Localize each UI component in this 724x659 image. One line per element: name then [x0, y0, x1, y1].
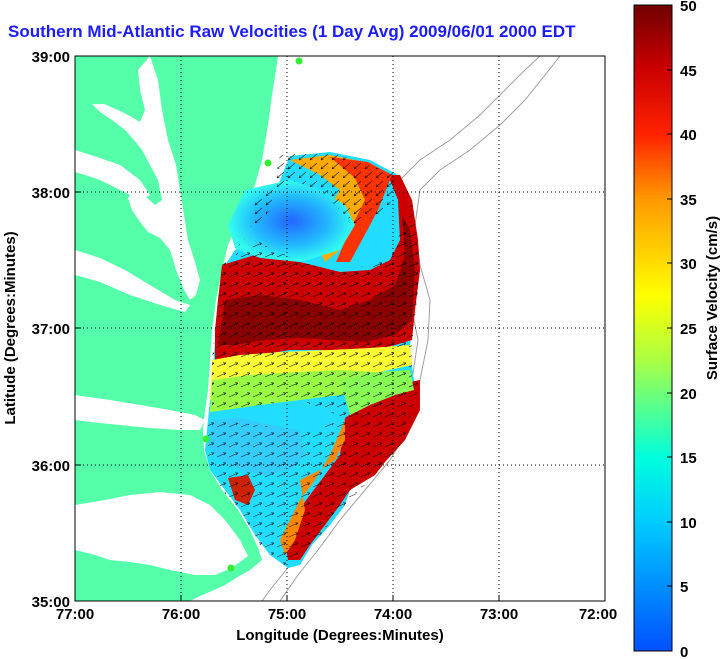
- x-tick-label: 73:00: [480, 606, 518, 623]
- colorbar-tick-label: 10: [680, 515, 697, 532]
- y-axis-label: Latitude (Degrees:Minutes): [2, 231, 19, 424]
- velocity-vectors: [208, 380, 420, 568]
- x-tick-label: 76:00: [162, 606, 200, 623]
- colorbar-tick-label: 20: [680, 386, 697, 403]
- colorbar-tick-label: 15: [680, 450, 697, 467]
- radar-station-marker: [202, 435, 210, 443]
- colorbar: [633, 4, 673, 652]
- velocity-vectors: [235, 152, 398, 250]
- x-tick-label: 72:00: [579, 606, 617, 623]
- velocity-vectors: [212, 200, 420, 420]
- x-axis-label: Longitude (Degrees:Minutes): [236, 627, 444, 644]
- colorbar-tick-label: 50: [680, 0, 697, 15]
- colorbar-label: Surface Velocity (cm/s): [704, 216, 721, 380]
- colorbar-tick-label: 35: [680, 192, 697, 209]
- albemarle-sound: [75, 395, 205, 430]
- x-tick-label: 74:00: [374, 606, 412, 623]
- colorbar-tick-label: 45: [680, 63, 697, 80]
- map-grid: [75, 56, 605, 601]
- radar-station-marker: [227, 564, 235, 572]
- bay-inlet: [75, 150, 150, 200]
- x-tick-label: 77:00: [56, 606, 94, 623]
- colorbar-tick-label: 25: [680, 321, 697, 338]
- colorbar-tick-label: 30: [680, 256, 697, 273]
- colorbar-tick-label: 40: [680, 127, 697, 144]
- y-tick-label: 37:00: [32, 321, 70, 338]
- pamlico-sound: [75, 492, 248, 575]
- radar-station-marker: [264, 159, 272, 167]
- y-tick-label: 39:00: [32, 49, 70, 66]
- y-tick-label: 35:00: [32, 594, 70, 611]
- radar-station-marker: [295, 57, 303, 65]
- map-title: Southern Mid-Atlantic Raw Velocities (1 …: [8, 22, 576, 41]
- colorbar-tick-label: 0: [680, 644, 688, 659]
- bathymetry-contour: [279, 56, 561, 601]
- bay-inlet: [75, 250, 190, 312]
- chesapeake-bay: [92, 56, 200, 300]
- x-tick-label: 75:00: [268, 606, 306, 623]
- y-tick-label: 36:00: [32, 458, 70, 475]
- y-tick-label: 38:00: [32, 185, 70, 202]
- colorbar-tick-label: 5: [680, 579, 688, 596]
